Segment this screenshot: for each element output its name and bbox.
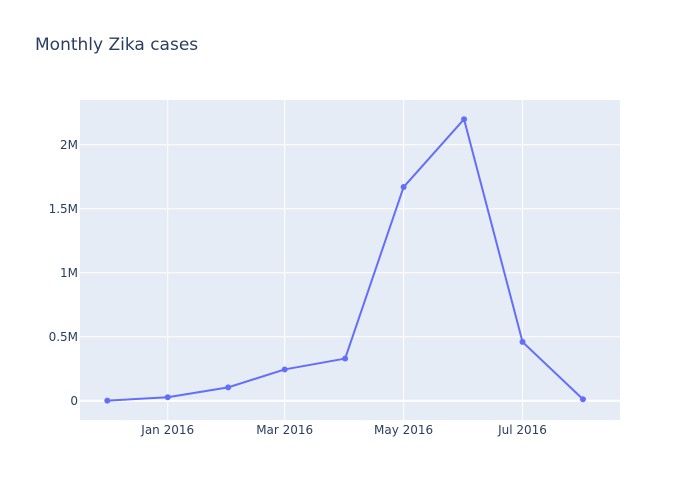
data-point[interactable] xyxy=(400,184,407,191)
y-tick-label: 1.5M xyxy=(49,202,78,216)
x-tick-label: Mar 2016 xyxy=(256,423,313,437)
series-layer xyxy=(104,116,586,404)
data-point[interactable] xyxy=(281,366,288,373)
data-point[interactable] xyxy=(104,397,111,404)
data-point[interactable] xyxy=(461,116,468,123)
data-point[interactable] xyxy=(225,384,232,391)
data-point[interactable] xyxy=(342,355,349,362)
plot-area xyxy=(80,100,620,420)
chart-title: Monthly Zika cases xyxy=(35,35,198,55)
data-point[interactable] xyxy=(164,394,171,401)
y-tick-label: 1M xyxy=(60,266,78,280)
x-tick-label: Jul 2016 xyxy=(497,423,547,437)
x-tick-label: May 2016 xyxy=(374,423,433,437)
y-tick-label: 0.5M xyxy=(49,330,78,344)
data-point[interactable] xyxy=(579,396,586,403)
y-tick-label: 2M xyxy=(60,138,78,152)
y-tick-label: 0 xyxy=(70,394,78,408)
tick-labels: 0 0.5M 1M 1.5M 2M Jan 2016 Mar 2016 May 2016 Jul… xyxy=(49,138,547,437)
x-tick-label: Jan 2016 xyxy=(140,423,194,437)
data-point[interactable] xyxy=(519,338,526,345)
